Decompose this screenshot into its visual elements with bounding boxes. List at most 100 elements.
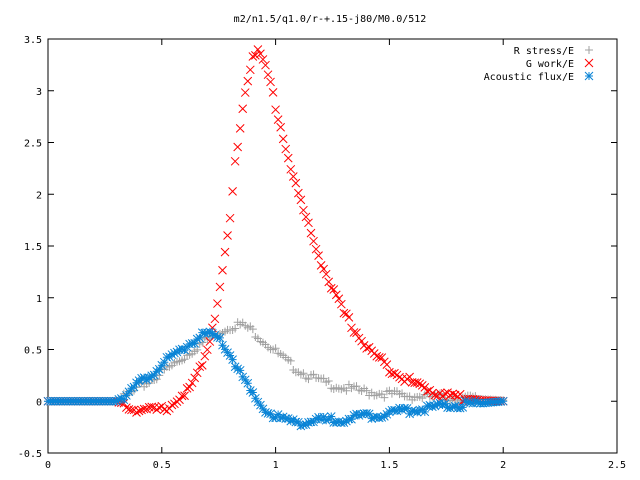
data-point: [167, 350, 177, 359]
data-point: [438, 400, 447, 410]
data-point: [235, 365, 245, 375]
data-point: [278, 412, 288, 422]
y-tick-label: 3: [36, 87, 42, 98]
data-point: [223, 231, 232, 240]
data-point: [319, 412, 329, 422]
x-tick-label: 2.5: [608, 460, 626, 471]
data-point: [420, 407, 430, 417]
data-point: [129, 382, 139, 392]
data-point: [268, 88, 278, 97]
data-point: [228, 355, 237, 365]
chart-title: m2/n1.5/q1.0/r-+.15-j80/M0.0/512: [234, 14, 427, 25]
data-point: [296, 421, 306, 431]
data-point: [331, 290, 341, 300]
data-point: [200, 351, 210, 361]
x-tick-label: 0.5: [153, 460, 171, 471]
data-point: [202, 328, 212, 338]
data-point: [415, 405, 425, 415]
data-point: [342, 309, 351, 319]
data-point: [273, 410, 283, 419]
data-point: [304, 418, 313, 427]
data-point: [362, 344, 371, 353]
y-tick-label: -0.5: [18, 449, 42, 460]
data-point: [202, 345, 212, 355]
data-point: [445, 403, 455, 413]
data-point: [385, 407, 394, 417]
data-point: [119, 395, 129, 405]
data-point: [139, 404, 149, 414]
data-point: [235, 124, 245, 133]
data-point: [154, 403, 164, 413]
data-point: [498, 396, 508, 406]
data-point: [149, 370, 159, 380]
data-point: [137, 373, 146, 383]
series-star: [43, 327, 508, 431]
data-point: [159, 405, 169, 414]
data-point: [195, 333, 205, 343]
legend-marker-cross: [584, 58, 594, 68]
data-point: [354, 411, 364, 420]
data-point: [230, 156, 240, 166]
data-point: [372, 351, 382, 361]
data-point: [440, 389, 450, 398]
data-point: [175, 345, 184, 355]
data-point: [177, 391, 187, 401]
axes: 0 0.5 1 1.5 2 2.5-0.500.511.522.533.5: [18, 35, 626, 471]
data-point: [122, 403, 131, 413]
data-point: [291, 178, 301, 188]
x-tick-label: 1: [273, 460, 279, 471]
data-point: [334, 294, 344, 304]
data-point: [324, 377, 333, 385]
data-point: [225, 351, 235, 360]
data-point: [215, 282, 225, 292]
data-point: [245, 65, 255, 75]
data-point: [304, 375, 313, 384]
data-point: [266, 77, 275, 87]
data-point: [324, 277, 334, 287]
data-point: [301, 212, 311, 222]
legend-entry-label: Acoustic flux/E: [484, 72, 574, 83]
data-point: [294, 188, 303, 198]
y-tick-label: 3.5: [24, 35, 42, 46]
y-tick-label: 1: [36, 294, 42, 305]
data-point: [316, 261, 326, 270]
data-point: [387, 369, 397, 379]
data-point: [256, 49, 265, 59]
data-point: [195, 362, 205, 372]
data-point: [306, 228, 316, 238]
data-point: [175, 395, 184, 405]
x-tick-label: 0: [45, 460, 51, 471]
data-point: [410, 406, 420, 416]
data-point: [309, 236, 318, 246]
data-point: [276, 122, 286, 132]
series-plus: [44, 318, 508, 406]
data-point: [205, 337, 215, 346]
data-point: [180, 355, 189, 364]
y-tick-label: 1.5: [24, 242, 42, 253]
data-point: [243, 378, 253, 388]
data-point: [256, 400, 265, 410]
data-point: [415, 379, 425, 389]
y-tick-label: 0: [36, 397, 42, 408]
data-point: [258, 55, 268, 64]
data-point: [422, 387, 432, 396]
legend: R stress/E G work/E Acoustic flux/E: [484, 46, 594, 83]
data-point: [281, 144, 291, 154]
legend-entry-label: G work/E: [526, 59, 574, 70]
data-point: [271, 413, 280, 423]
data-point: [192, 334, 202, 344]
data-point: [342, 386, 351, 395]
data-point: [218, 340, 227, 350]
data-point: [321, 269, 331, 279]
data-point: [430, 390, 440, 400]
data-point: [283, 153, 293, 163]
data-point: [402, 403, 412, 413]
data-point: [253, 45, 263, 54]
data-point: [382, 360, 392, 369]
data-point: [233, 142, 243, 152]
data-point: [294, 417, 303, 427]
data-point: [127, 405, 136, 415]
data-point: [271, 344, 280, 353]
data-point: [124, 387, 134, 397]
data-point: [276, 413, 286, 423]
